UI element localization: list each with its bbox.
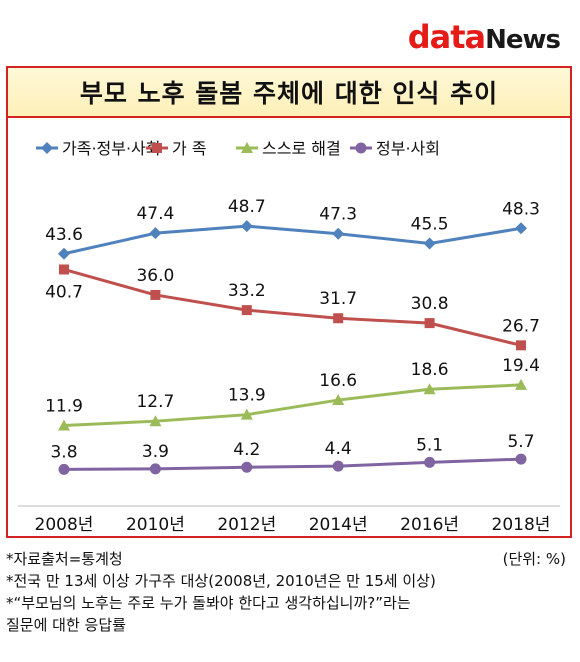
legend-label-2: 스스로 해결 [262,139,341,158]
data-label-3-1: 3.9 [142,442,169,462]
x-tick-label-0: 2008년 [35,515,94,535]
legend-label-0: 가족·정부·사회 [62,139,161,158]
data-point-2-2 [240,408,253,420]
data-label-1-1: 36.0 [136,266,174,286]
data-point-2-1 [149,415,162,427]
data-point-3-2 [241,461,253,473]
data-label-0-0: 43.6 [45,225,83,245]
data-point-1-5 [516,340,526,351]
legend-label-3: 정부·사회 [376,139,440,158]
data-label-0-1: 47.4 [136,204,174,224]
data-label-2-4: 18.6 [411,360,449,380]
data-point-1-0 [59,264,69,275]
data-label-1-5: 26.7 [502,316,540,336]
data-label-0-2: 48.7 [228,197,266,217]
unit-note: (단위: %) [502,550,566,568]
data-point-2-3 [332,394,345,406]
data-label-3-0: 3.8 [50,442,77,462]
scope-note: *전국 만 13세 이상 가구주 대상(2008년, 2010년은 만 15세 … [6,572,436,590]
data-point-3-3 [332,460,344,472]
x-tick-label-2: 2012년 [217,515,276,535]
line-chart: 가족·정부·사회 가 족 스스로 해결 정부·사회 43.6 47.4 48.7 47.3 45… [18,139,560,535]
legend-marker-0 [41,142,53,154]
source-note: *자료출처=통계청 [6,550,123,568]
data-label-1-0: 40.7 [45,282,83,302]
data-label-2-3: 16.6 [319,371,357,391]
data-label-1-4: 30.8 [411,294,449,314]
datanews-logo: data News [407,18,561,56]
data-label-2-2: 13.9 [228,386,266,406]
data-point-3-4 [424,456,436,468]
data-label-2-5: 19.4 [502,356,540,376]
series-line-1 [63,268,522,347]
data-point-0-2 [240,220,253,233]
data-label-2-1: 12.7 [136,392,174,412]
x-tick-label-5: 2018년 [492,515,551,535]
data-point-1-3 [333,313,344,324]
data-label-1-2: 33.2 [228,281,266,301]
data-point-0-1 [149,227,162,240]
legend-label-1: 가 족 [172,139,207,158]
data-point-1-4 [424,318,435,329]
question-note: *“부모님의 노후는 주로 누가 돌봐야 한다고 생각하십니까?”라는 [6,594,411,612]
data-label-0-5: 48.3 [502,199,540,219]
legend-marker-3 [355,142,367,154]
data-label-3-2: 4.2 [233,440,260,460]
chart-title: 부모 노후 돌봄 주체에 대한 인식 추이 [8,68,570,118]
data-label-2-0: 11.9 [45,397,83,417]
series-line-0 [63,224,522,256]
data-label-3-5: 5.7 [507,432,534,452]
data-point-0-4 [423,237,436,250]
data-label-0-3: 47.3 [319,205,357,225]
data-point-2-5 [515,378,527,390]
legend-marker-2 [241,142,253,153]
data-point-2-4 [423,383,436,395]
x-tick-label-4: 2016년 [400,515,459,535]
data-point-1-1 [150,289,161,300]
data-point-3-1 [149,463,161,475]
x-tick-label-3: 2014년 [309,515,368,535]
logo-part-data: data [407,18,486,56]
data-point-2-0 [58,419,70,431]
x-tick-label-1: 2010년 [126,515,185,535]
logo-part-news: News [485,25,561,55]
data-point-3-5 [515,453,527,465]
data-point-0-5 [515,222,527,235]
data-label-0-4: 45.5 [411,214,449,234]
question-note-cont: 질문에 대한 응답률 [6,616,126,634]
data-point-0-0 [58,247,70,260]
data-point-0-3 [332,227,345,240]
series-line-2 [63,383,522,428]
footnotes: *자료출처=통계청 (단위: %) *전국 만 13세 이상 가구주 대상(20… [6,548,572,636]
chart-frame: 부모 노후 돌봄 주체에 대한 인식 추이 가족·정부·사회 가 족 스스로 해결 정… [6,66,572,538]
series-line-3 [63,457,522,471]
data-label-3-3: 4.4 [325,439,352,459]
data-point-1-2 [241,305,252,316]
legend-marker-1 [152,143,162,153]
data-point-3-0 [58,463,70,475]
data-label-3-4: 5.1 [416,435,443,455]
data-label-1-3: 31.7 [319,289,357,309]
